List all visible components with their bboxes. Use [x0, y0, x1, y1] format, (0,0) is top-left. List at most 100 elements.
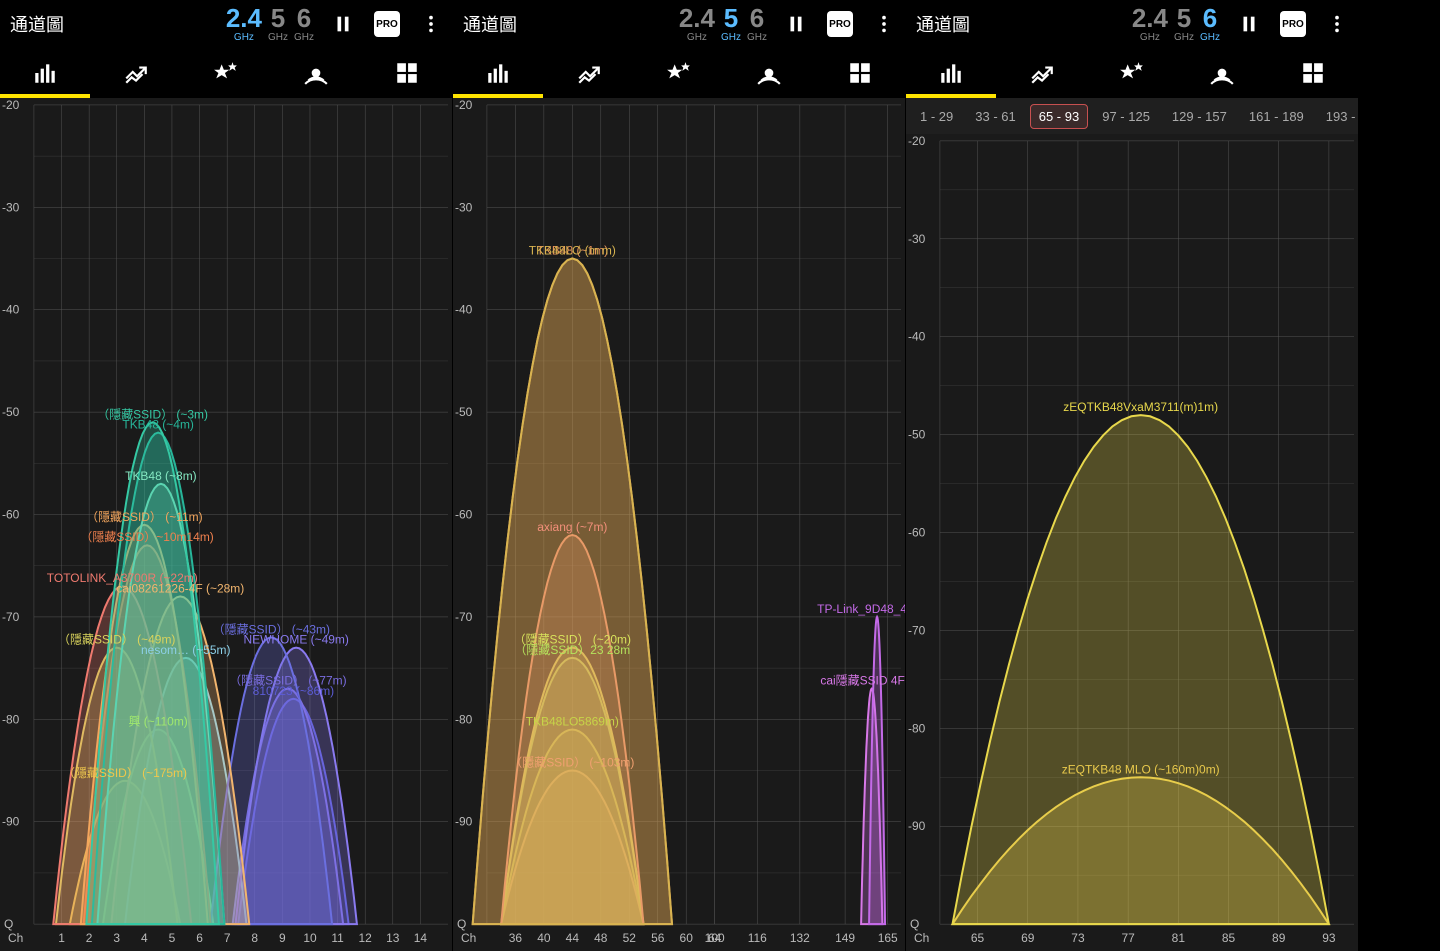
band-5ghz[interactable]: 5GHz — [721, 5, 741, 43]
band-unit: GHz — [226, 33, 262, 43]
network-label: cai隱藏SSID 4F (~) — [820, 674, 905, 688]
header-title: 通道圖 — [463, 11, 517, 37]
x-tick-label: 77 — [1121, 931, 1135, 945]
band-num: 6 — [1200, 5, 1220, 31]
tab-access-points[interactable] — [1202, 53, 1242, 93]
x-tick-label: 5 — [169, 931, 176, 945]
tab-channel-graph[interactable] — [478, 53, 518, 93]
network-label: zEQTKB48 MLO (~160m)0m) — [1062, 762, 1220, 776]
y-tick-label: -40 — [2, 303, 20, 317]
band-num: 6 — [747, 5, 767, 31]
view-tabs — [453, 48, 905, 98]
network-label: 810723 (~86m) — [253, 684, 335, 698]
network-label: 興 (~110m) — [128, 715, 187, 729]
network-label: TKB48LO5869m) — [526, 715, 619, 729]
x-tick-label: 3 — [113, 931, 120, 945]
band-unit: GHz — [747, 33, 767, 43]
chip-range[interactable]: 129 - 157 — [1164, 105, 1235, 128]
x-tick-label: 81 — [1172, 931, 1186, 945]
band-6ghz[interactable]: 6GHz — [294, 5, 314, 43]
pro-badge[interactable]: PRO — [827, 11, 853, 37]
x-tick-label: 14 — [414, 931, 428, 945]
y-tick-label: -50 — [455, 405, 473, 419]
tab-time-graph[interactable] — [1022, 53, 1062, 93]
band-6ghz[interactable]: 6 GHz — [747, 5, 767, 43]
chip-range[interactable]: 161 - 189 — [1241, 105, 1312, 128]
y-tick-label: -20 — [2, 98, 20, 112]
tab-access-points[interactable] — [749, 53, 789, 93]
y-tick-label: -70 — [455, 610, 473, 624]
tab-rating[interactable] — [1112, 53, 1152, 93]
band-unit: GHz — [268, 33, 288, 43]
tab-time-graph[interactable] — [569, 53, 609, 93]
x-tick-label: 60 — [680, 931, 694, 945]
band-24ghz[interactable]: 2.4GHz — [1132, 5, 1168, 43]
menu-icon[interactable] — [1326, 13, 1348, 35]
header-actions: PRO — [1238, 11, 1348, 37]
panel-0: 通道圖2.4GHz5GHz6GHzPRO-20-30-40-50-60-70-8… — [0, 0, 453, 951]
y-bottom-label: Q — [910, 917, 919, 931]
band-num: 5 — [1174, 5, 1194, 31]
app-header: 通道圖 2.4GHz 5GHz 6 GHz PRO — [906, 0, 1358, 48]
chip-range[interactable]: 193 - 233 — [1318, 105, 1358, 128]
x-tick-label: 165 — [878, 931, 898, 945]
tab-channel-graph[interactable] — [25, 53, 65, 93]
tab-rating[interactable] — [206, 53, 246, 93]
channel-chart-svg: -20-30-40-50-60-70-80-90QTKB48 (~1m)TKB4… — [453, 98, 905, 951]
tab-time-graph[interactable] — [116, 53, 156, 93]
network-label: axiang (~7m) — [537, 520, 607, 534]
tab-grid[interactable] — [840, 53, 880, 93]
band-selector: 2.4GHz 5GHz 6 GHz — [1132, 5, 1220, 43]
channel-chart: -20-30-40-50-60-70-80-90QzEQTKB48VxaM371… — [906, 134, 1358, 951]
x-tick-label: 8 — [251, 931, 258, 945]
band-5ghz[interactable]: 5GHz — [268, 5, 288, 43]
band-6ghz[interactable]: 6 GHz — [1200, 5, 1220, 43]
x-tick-label: 56 — [651, 931, 665, 945]
y-tick-label: -30 — [455, 200, 473, 214]
y-tick-label: -90 — [2, 815, 20, 829]
band-num: 2.4 — [1132, 5, 1168, 31]
view-tabs — [0, 48, 452, 98]
chip-range[interactable]: 1 - 29 — [912, 105, 961, 128]
pause-icon[interactable] — [785, 13, 807, 35]
band-24ghz[interactable]: 2.4GHz — [679, 5, 715, 43]
x-tick-label: 89 — [1272, 931, 1286, 945]
channel-chart-svg: -20-30-40-50-60-70-80-90QzEQTKB48VxaM371… — [906, 134, 1358, 951]
chip-range[interactable]: 97 - 125 — [1094, 105, 1158, 128]
tab-channel-graph[interactable] — [931, 53, 971, 93]
menu-icon[interactable] — [420, 13, 442, 35]
header-title: 通道圖 — [916, 11, 970, 37]
menu-icon[interactable] — [873, 13, 895, 35]
channel-chart: -20-30-40-50-60-70-80-90Q（隱藏SSID） (~3m)T… — [0, 98, 452, 951]
channel-chart: -20-30-40-50-60-70-80-90QTKB48 (~1m)TKB4… — [453, 98, 905, 951]
chip-range[interactable]: 65 - 93 — [1030, 104, 1088, 129]
pro-badge[interactable]: PRO — [1280, 11, 1306, 37]
app-header: 通道圖 2.4GHz 5GHz 6 GHz PRO — [453, 0, 905, 48]
band-24ghz[interactable]: 2.4GHz — [226, 5, 262, 43]
x-tick-label: 73 — [1071, 931, 1085, 945]
network-arc — [869, 617, 885, 924]
tab-access-points[interactable] — [296, 53, 336, 93]
pro-badge[interactable]: PRO — [374, 11, 400, 37]
network-label: （隱藏SSID）~10m14m) — [80, 530, 213, 544]
tab-rating[interactable] — [659, 53, 699, 93]
tab-grid[interactable] — [1293, 53, 1333, 93]
band-unit: GHz — [1200, 33, 1220, 43]
x-tick-label: 48 — [594, 931, 608, 945]
y-tick-label: -70 — [2, 610, 20, 624]
pause-icon[interactable] — [1238, 13, 1260, 35]
tab-grid[interactable] — [387, 53, 427, 93]
band-5ghz[interactable]: 5GHz — [1174, 5, 1194, 43]
y-tick-label: -60 — [908, 526, 926, 540]
network-label: TP-Link_9D48_4F_5G — [817, 602, 905, 616]
y-tick-label: -30 — [908, 232, 926, 246]
x-tick-label: 132 — [790, 931, 810, 945]
x-tick-label: 116 — [748, 931, 767, 945]
header-actions: PRO — [332, 11, 442, 37]
y-tick-label: -20 — [908, 134, 926, 148]
chip-range[interactable]: 33 - 61 — [967, 105, 1023, 128]
x-tick-label: 65 — [971, 931, 985, 945]
x-axis-title: Ch — [461, 931, 476, 945]
pause-icon[interactable] — [332, 13, 354, 35]
view-tabs — [906, 48, 1358, 98]
